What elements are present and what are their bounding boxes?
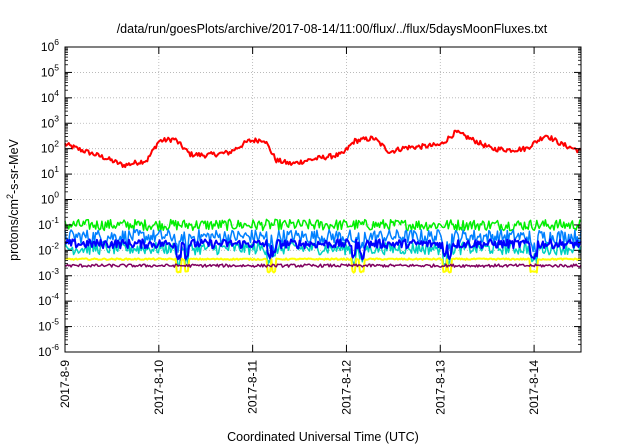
y-axis-label-rest: -s-sr-MeV: [7, 138, 21, 194]
y-tick-label: 10-3: [38, 266, 59, 283]
ticks: [64, 46, 581, 353]
series-line-4: [64, 238, 582, 261]
y-axis-label-main: protons/cm: [7, 199, 21, 261]
chart-title: /data/run/goesPlots/archive/2017-08-14/1…: [117, 22, 548, 36]
y-tick-label: 105: [41, 62, 59, 79]
series-line-6: [64, 263, 582, 268]
series-line-0: [64, 129, 582, 169]
y-axis-label-sup: 2: [5, 194, 15, 199]
x-tick-label: 2017-8-14: [527, 360, 541, 415]
y-tick-label: 102: [41, 139, 59, 156]
x-tick-label: 2017-8-13: [433, 360, 447, 415]
x-tick-labels: 2017-8-9 2017-8-10 2017-8-11 2017-8-12 2017-…: [58, 360, 541, 415]
x-tick-label: 2017-8-9: [58, 360, 72, 408]
y-tick-label: 10-4: [38, 291, 59, 308]
y-tick-label: 101: [41, 164, 59, 181]
y-tick-label: 10-6: [38, 342, 59, 359]
grid: [65, 47, 581, 352]
y-tick-label: 106: [41, 37, 59, 54]
y-axis-label: protons/cm2-s-sr-MeV: [5, 138, 21, 260]
series-line-5: [64, 257, 582, 274]
y-tick-label: 10-1: [38, 215, 59, 232]
y-tick-label: 100: [41, 190, 59, 207]
x-tick-label: 2017-8-10: [152, 360, 166, 415]
x-tick-label: 2017-8-12: [339, 360, 353, 415]
y-tick-labels: 10-6 10-5 10-4 10-3 10-2 10-1 100 101 102 103 104 1…: [38, 37, 59, 359]
series-line-1: [64, 218, 582, 232]
series-line-2: [64, 228, 582, 256]
x-axis-label: Coordinated Universal Time (UTC): [227, 430, 419, 444]
x-tick-label: 2017-8-11: [246, 360, 260, 414]
y-tick-label: 10-5: [38, 317, 59, 334]
series-layer: [64, 129, 582, 274]
y-tick-label: 103: [41, 113, 59, 130]
y-tick-label: 10-2: [38, 240, 59, 257]
y-tick-label: 104: [41, 88, 59, 105]
